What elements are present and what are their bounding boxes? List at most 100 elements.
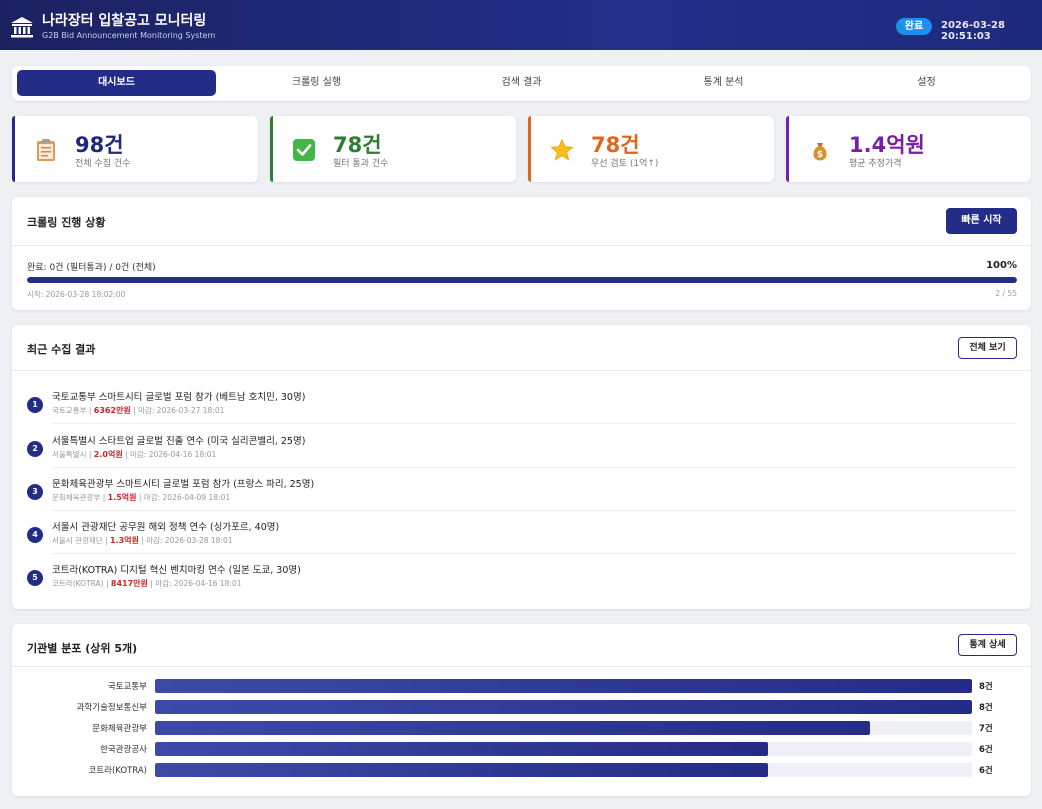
agency-bar-row: 한국관광공사 6건 — [12, 742, 1031, 756]
stat-filtered-value: 78건 — [333, 133, 382, 157]
agency-bar-row: 문화체육관광부 7건 — [12, 721, 1031, 735]
tab-bar: 대시보드 크롤링 실행 검색 결과 통계 분석 설정 — [12, 66, 1031, 101]
card-accent — [270, 116, 273, 182]
list-item[interactable]: 3 문화체육관광부 스마트시티 글로벌 포럼 참가 (프랑스 파리, 25명) … — [27, 475, 1017, 518]
row-divider — [52, 510, 1017, 511]
recent-results-title: 최근 수집 결과 — [27, 343, 96, 356]
agency-bar-fill — [155, 742, 768, 756]
result-amount: 1.5억원 — [107, 493, 137, 502]
svg-text:$: $ — [817, 150, 823, 160]
card-accent — [786, 116, 789, 182]
check-icon — [293, 139, 315, 161]
result-deadline: 마감: 2026-03-27 18:01 — [138, 406, 225, 415]
stat-card-filtered: 78건 필터 통과 건수 — [270, 116, 516, 182]
list-item[interactable]: 5 코트라(KOTRA) 디지털 혁신 벤치마킹 연수 (일본 도쿄, 30명)… — [27, 561, 1017, 604]
rank-badge: 4 — [27, 527, 43, 543]
rank-badge: 3 — [27, 484, 43, 500]
stat-card-priority: 78건 우선 검토 (1억↑) — [528, 116, 774, 182]
result-meta: 국토교통부 | 6362만원 | 마감: 2026-03-27 18:01 — [52, 406, 225, 415]
card-accent — [528, 116, 531, 182]
result-amount: 2.0억원 — [93, 450, 123, 459]
agency-bar-track — [155, 763, 972, 777]
list-item[interactable]: 1 국토교통부 스마트시티 글로벌 포럼 참가 (베트남 호치민, 30명) 국… — [27, 388, 1017, 431]
tab-crawl-run[interactable]: 크롤링 실행 — [291, 77, 342, 88]
progress-start-time: 시작: 2026-03-28 18:02:00 — [27, 290, 126, 299]
result-title[interactable]: 국토교통부 스마트시티 글로벌 포럼 참가 (베트남 호치민, 30명) — [52, 392, 306, 403]
agency-count: 6건 — [979, 766, 993, 776]
stat-card-average: $ 1.4억원 평균 추정가격 — [786, 116, 1031, 182]
star-icon — [550, 138, 574, 161]
rank-badge: 2 — [27, 441, 43, 457]
view-all-button[interactable]: 전체 보기 — [958, 337, 1017, 359]
result-amount: 6362만원 — [93, 406, 131, 415]
row-divider — [52, 423, 1017, 424]
result-amount: 1.3억원 — [109, 536, 139, 545]
progress-bar — [27, 277, 1017, 283]
stat-average-value: 1.4억원 — [849, 133, 925, 157]
stat-total-value: 98건 — [75, 133, 124, 157]
progress-bar-fill — [27, 277, 1017, 283]
tab-dashboard[interactable]: 대시보드 — [17, 70, 216, 96]
agency-name: 국토교통부 — [107, 682, 147, 692]
result-title[interactable]: 문화체육관광부 스마트시티 글로벌 포럼 참가 (프랑스 파리, 25명) — [52, 479, 315, 490]
panel-divider — [12, 666, 1031, 667]
agency-bar-track — [155, 742, 972, 756]
result-org: 국토교통부 — [52, 406, 87, 415]
stat-filtered-label: 필터 통과 건수 — [333, 159, 389, 169]
clipboard-icon — [37, 139, 55, 161]
progress-label: 완료: 0건 (필터통과) / 0건 (전체) — [27, 263, 156, 273]
agency-count: 8건 — [979, 703, 993, 713]
tab-settings[interactable]: 설정 — [917, 77, 936, 88]
stat-priority-value: 78건 — [591, 133, 640, 157]
tab-search-results[interactable]: 검색 결과 — [501, 77, 542, 88]
quick-start-button[interactable]: 빠른 시작 — [946, 208, 1017, 234]
agency-bar-track — [155, 721, 972, 735]
agency-bar-track — [155, 679, 972, 693]
result-title[interactable]: 코트라(KOTRA) 디지털 혁신 벤치마킹 연수 (일본 도쿄, 30명) — [52, 565, 301, 576]
panel-divider — [12, 370, 1031, 371]
tab-statistics[interactable]: 통계 분석 — [703, 77, 744, 88]
list-item[interactable]: 4 서울시 관광재단 공무원 해외 정책 연수 (싱가포르, 40명) 서울시 … — [27, 518, 1017, 561]
result-org: 서울시 관광재단 — [52, 536, 103, 545]
recent-results-panel: 최근 수집 결과 전체 보기 1 국토교통부 스마트시티 글로벌 포럼 참가 (… — [12, 325, 1031, 609]
crawl-progress-panel: 크롤링 진행 상황 빠른 시작 완료: 0건 (필터통과) / 0건 (전체) … — [12, 197, 1031, 310]
agency-distribution-panel: 기관별 분포 (상위 5개) 통계 상세 국토교통부 8건 과학기술정보통신부 … — [12, 624, 1031, 796]
stat-priority-label: 우선 검토 (1억↑) — [591, 159, 659, 169]
result-meta: 코트라(KOTRA) | 8417만원 | 마감: 2026-04-16 18:… — [52, 579, 242, 588]
result-deadline: 마감: 2026-04-16 18:01 — [130, 450, 217, 459]
money-bag-icon: $ — [813, 143, 827, 161]
agency-name: 문화체육관광부 — [92, 724, 147, 734]
result-meta: 서울시 관광재단 | 1.3억원 | 마감: 2026-03-28 18:01 — [52, 536, 233, 545]
progress-percent: 100% — [986, 260, 1017, 271]
list-item[interactable]: 2 서울특별시 스타트업 글로벌 진출 연수 (미국 실리콘밸리, 25명) 서… — [27, 432, 1017, 475]
result-meta: 서울특별시 | 2.0억원 | 마감: 2026-04-16 18:01 — [52, 450, 217, 459]
agency-count: 8건 — [979, 682, 993, 692]
header-datetime: 2026-03-28 20:51:03 — [941, 20, 1005, 42]
agency-name: 코트라(KOTRA) — [88, 766, 147, 776]
progress-page-count: 2 / 55 — [995, 289, 1017, 298]
row-divider — [52, 467, 1017, 468]
app-title: 나라장터 입찰공고 모니터링 — [42, 13, 207, 29]
agency-bar-fill — [155, 679, 972, 693]
agency-bar-row: 과학기술정보통신부 8건 — [12, 700, 1031, 714]
agency-name: 과학기술정보통신부 — [76, 703, 147, 713]
result-org: 서울특별시 — [52, 450, 87, 459]
result-deadline: 마감: 2026-03-28 18:01 — [146, 536, 233, 545]
app-header: 나라장터 입찰공고 모니터링 G2B Bid Announcement Moni… — [0, 0, 1042, 50]
agency-bar-track — [155, 700, 972, 714]
result-org: 문화체육관광부 — [52, 493, 101, 502]
result-meta: 문화체육관광부 | 1.5억원 | 마감: 2026-04-09 18:01 — [52, 493, 231, 502]
app-subtitle: G2B Bid Announcement Monitoring System — [42, 31, 216, 40]
agency-count: 6건 — [979, 745, 993, 755]
stat-average-label: 평균 추정가격 — [849, 159, 902, 169]
agency-bar-fill — [155, 763, 768, 777]
rank-badge: 1 — [27, 397, 43, 413]
agency-count: 7건 — [979, 724, 993, 734]
agency-bar-fill — [155, 721, 870, 735]
result-deadline: 마감: 2026-04-09 18:01 — [143, 493, 231, 502]
row-divider — [52, 553, 1017, 554]
rank-badge: 5 — [27, 570, 43, 586]
result-title[interactable]: 서울특별시 스타트업 글로벌 진출 연수 (미국 실리콘밸리, 25명) — [52, 436, 306, 447]
stats-detail-button[interactable]: 통계 상세 — [958, 634, 1017, 656]
result-title[interactable]: 서울시 관광재단 공무원 해외 정책 연수 (싱가포르, 40명) — [52, 522, 280, 533]
